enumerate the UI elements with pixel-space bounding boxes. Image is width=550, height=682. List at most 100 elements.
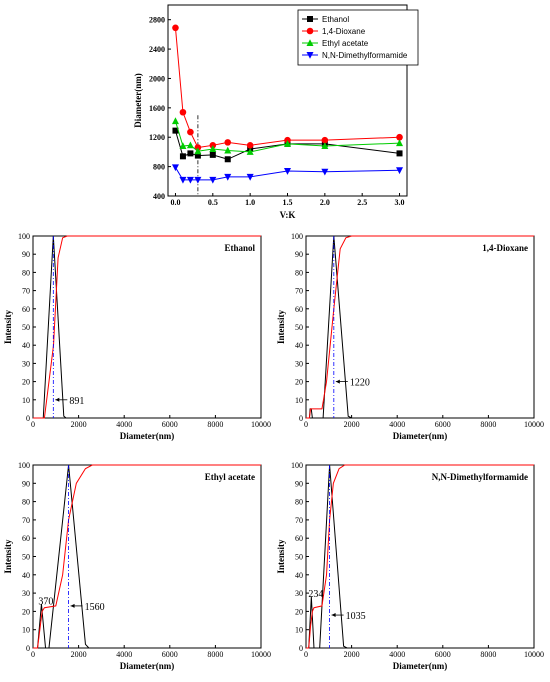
y-tick-label: 0 bbox=[26, 644, 30, 653]
legend-entry: 1,4-Dioxane bbox=[322, 27, 366, 36]
arrow-head bbox=[335, 379, 340, 384]
arrow-head bbox=[55, 397, 60, 402]
data-point bbox=[179, 153, 186, 160]
legend-marker bbox=[307, 16, 313, 22]
data-point bbox=[284, 140, 291, 147]
data-point bbox=[321, 142, 329, 150]
cumulative-curve bbox=[306, 235, 534, 419]
data-point bbox=[321, 168, 329, 176]
peak-annotation: 1035 bbox=[346, 611, 366, 622]
x-tick-label: 2000 bbox=[344, 420, 360, 429]
y-tick-label: 90 bbox=[22, 250, 30, 259]
data-point bbox=[187, 128, 194, 136]
y-tick-label: 30 bbox=[22, 589, 30, 598]
series-1 bbox=[172, 24, 403, 151]
series-2 bbox=[171, 117, 404, 155]
data-point bbox=[224, 156, 231, 163]
y-tick-label: 10 bbox=[295, 626, 303, 635]
y-tick-label: 40 bbox=[295, 341, 303, 350]
y-tick-label: 20 bbox=[22, 607, 30, 616]
y-tick-label: 90 bbox=[295, 250, 303, 259]
panel-title: 1,4-Dioxane bbox=[482, 243, 528, 253]
panel-title: Ethanol bbox=[224, 243, 255, 253]
plot-frame bbox=[32, 464, 262, 649]
plot-frame bbox=[305, 235, 535, 419]
top-chart: 0.0 0.5 1.0 1.5 2.0 2.5 3.0 400 800 1200 1600 2000 2… bbox=[133, 4, 419, 220]
x-tick-label: 6000 bbox=[435, 420, 451, 429]
data-point bbox=[187, 150, 194, 157]
peak-annotation: 1220 bbox=[350, 378, 370, 389]
x-tick-label: 8000 bbox=[480, 650, 496, 659]
data-point bbox=[209, 145, 217, 152]
y-tick-label: 50 bbox=[295, 553, 303, 562]
data-point bbox=[224, 146, 232, 154]
y-tick-label: 90 bbox=[295, 479, 303, 488]
x-tick-label: 1.0 bbox=[245, 198, 255, 207]
y-tick-label: 70 bbox=[295, 516, 303, 525]
y-tick-label: 70 bbox=[22, 516, 30, 525]
cumulative-curve bbox=[33, 464, 261, 649]
y-tick-label: 20 bbox=[295, 607, 303, 616]
y-tick-label: 400 bbox=[153, 192, 165, 201]
y-tick-label: 80 bbox=[22, 268, 30, 277]
series-line bbox=[175, 167, 400, 181]
intensity-curve bbox=[306, 235, 534, 419]
series-3 bbox=[171, 164, 404, 184]
data-point bbox=[171, 164, 179, 172]
y-tick-label: 70 bbox=[295, 287, 303, 296]
x-tick-label: 0 bbox=[304, 650, 308, 659]
legend-marker bbox=[306, 39, 314, 46]
x-tick-label: 0 bbox=[304, 420, 308, 429]
data-point bbox=[224, 173, 232, 181]
data-point bbox=[194, 152, 201, 159]
data-point bbox=[284, 168, 291, 175]
legend: Ethanol 1,4-Dioxane Ethyl acetate N,N-Dimet… bbox=[297, 9, 419, 66]
x-tick-label: 8000 bbox=[480, 420, 496, 429]
y-tick-label: 100 bbox=[291, 461, 303, 470]
y-tick-label: 70 bbox=[22, 287, 30, 296]
y-tick-label: 100 bbox=[18, 232, 30, 241]
peak-annotation: 891 bbox=[69, 396, 84, 407]
y-tick-label: 30 bbox=[22, 359, 30, 368]
x-axis-label: Diameter(nm) bbox=[120, 431, 174, 441]
plot-frame bbox=[305, 464, 535, 649]
intensity-curve bbox=[33, 235, 261, 419]
data-point bbox=[172, 24, 179, 32]
y-tick-label: 10 bbox=[22, 626, 30, 635]
plot-frame bbox=[32, 235, 262, 419]
y-tick-label: 2800 bbox=[149, 16, 165, 25]
x-tick-label: 4000 bbox=[116, 650, 132, 659]
x-tick-label: 10000 bbox=[524, 420, 544, 429]
data-point bbox=[246, 142, 254, 149]
x-tick-label: 2.0 bbox=[320, 198, 330, 207]
x-axis-label: Diameter(nm) bbox=[393, 661, 447, 671]
peak-annotation: 370 bbox=[38, 596, 53, 607]
x-tick-label: 10000 bbox=[524, 650, 544, 659]
y-tick-label: 1200 bbox=[149, 133, 165, 142]
x-tick-label: 4000 bbox=[389, 420, 405, 429]
x-tick-label: 2000 bbox=[71, 650, 87, 659]
x-tick-label: 1.5 bbox=[283, 198, 293, 207]
arrow-head bbox=[331, 613, 336, 618]
series-line bbox=[174, 130, 400, 160]
y-axis-label: Intensity bbox=[276, 310, 286, 345]
y-tick-label: 50 bbox=[22, 553, 30, 562]
y-tick-label: 60 bbox=[295, 305, 303, 314]
x-tick-label: 4000 bbox=[389, 650, 405, 659]
y-tick-label: 2000 bbox=[149, 74, 165, 83]
data-point bbox=[186, 141, 194, 149]
panel-4: 0 2000 4000 6000 8000 10000 0 10 20 30 40 50 60 70 80 9… bbox=[276, 461, 544, 671]
y-tick-label: 2400 bbox=[149, 45, 165, 54]
x-tick-label: 0 bbox=[31, 420, 35, 429]
legend-entry: Ethanol bbox=[322, 15, 349, 24]
y-tick-label: 60 bbox=[22, 305, 30, 314]
y-tick-label: 40 bbox=[295, 571, 303, 580]
data-point bbox=[209, 176, 217, 184]
intensity-curve bbox=[306, 464, 534, 649]
y-tick-label: 30 bbox=[295, 589, 303, 598]
peak-annotation: 234 bbox=[308, 589, 323, 600]
cumulative-curve bbox=[33, 235, 261, 419]
y-axis-label: Intensity bbox=[3, 310, 13, 345]
x-tick-label: 0.0 bbox=[170, 198, 180, 207]
